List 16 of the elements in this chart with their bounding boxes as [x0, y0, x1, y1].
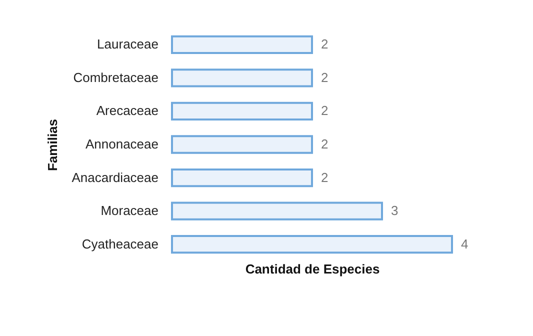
- y-tick-label: Anacardiaceae: [72, 170, 158, 185]
- data-label: 4: [461, 236, 468, 252]
- data-label: 2: [321, 103, 328, 118]
- data-label: 2: [321, 36, 328, 52]
- y-tick-label: Combretaceae: [73, 70, 158, 85]
- data-label: 2: [321, 170, 328, 185]
- y-tick-label: Arecaceae: [96, 103, 158, 118]
- data-label: 2: [321, 136, 328, 152]
- data-label: 2: [321, 70, 328, 85]
- y-tick-label: Annonaceae: [85, 136, 158, 152]
- data-label: 3: [391, 203, 398, 218]
- y-tick-label: Moraceae: [100, 203, 158, 218]
- x-axis-title: Cantidad de Especies: [245, 262, 380, 276]
- y-tick-label: Cyatheaceae: [82, 236, 158, 252]
- y-tick-label: Lauraceae: [97, 36, 158, 52]
- y-axis-title: Familias: [44, 118, 60, 172]
